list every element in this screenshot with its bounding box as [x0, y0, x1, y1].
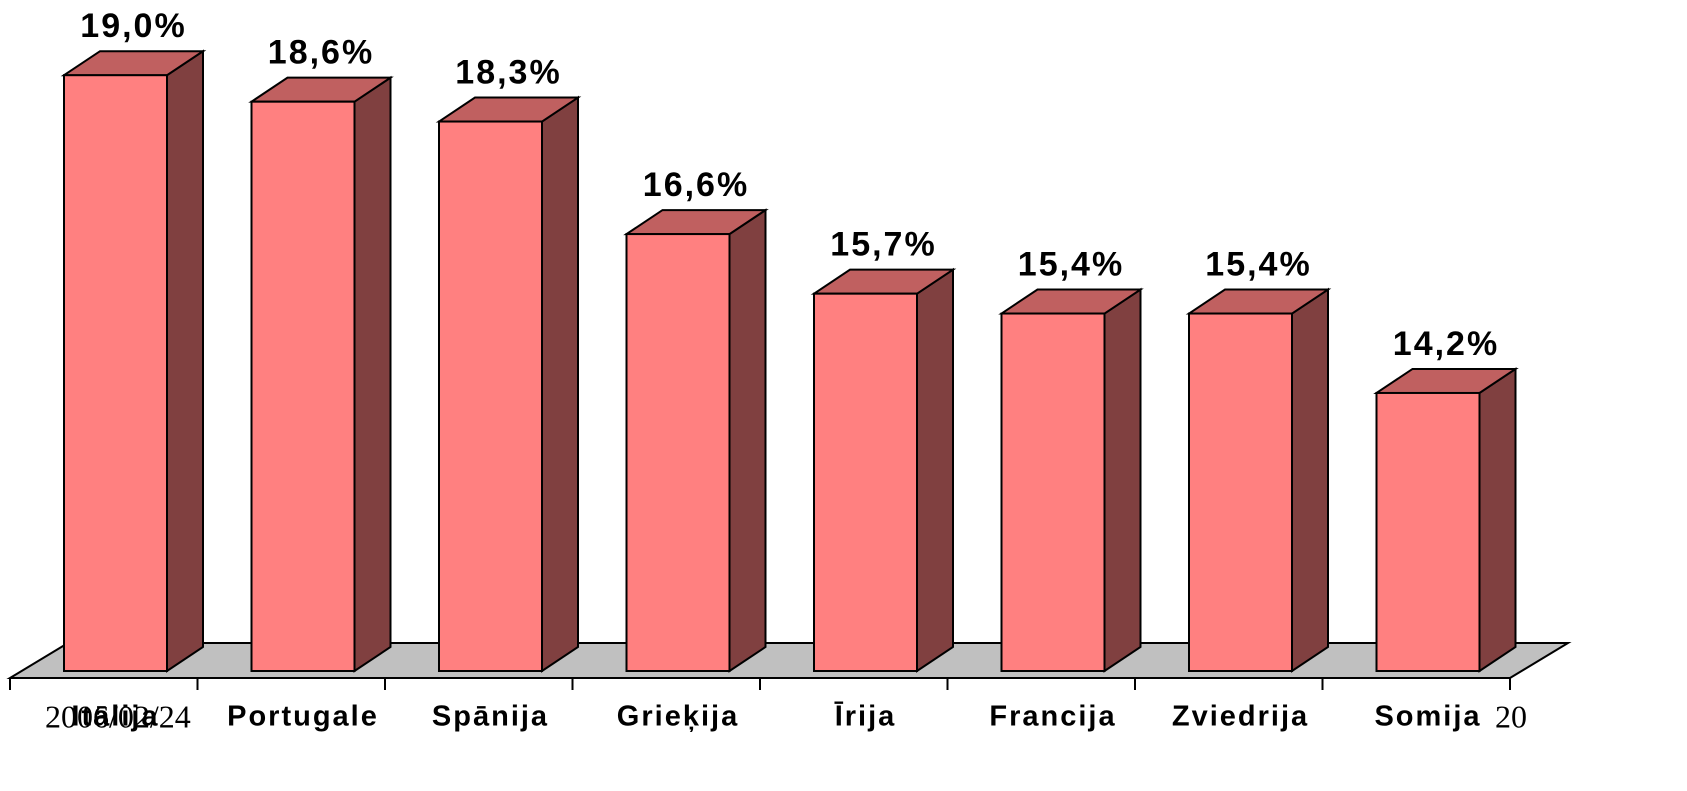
x-tick-label: Grieķija	[617, 701, 739, 733]
bar-side	[1478, 367, 1517, 673]
x-tick-label: Itālija	[71, 701, 159, 733]
bar-side	[1291, 287, 1329, 673]
x-tick-label: Zviedrija	[1172, 701, 1309, 733]
x-tick-label: Spānija	[432, 701, 549, 733]
plot: 19,0% Itālija 18,6% Portugale 18,3% Spānija 16…	[6, 7, 1572, 733]
x-tick-label: Somija	[1374, 701, 1481, 733]
bar	[1375, 391, 1481, 672]
bar	[250, 100, 356, 673]
value-label: 14,2%	[1393, 325, 1499, 363]
footer-date: 2006/02/24	[45, 698, 191, 734]
bar	[813, 292, 918, 672]
bar	[1000, 312, 1106, 672]
x-tick-label: Īrija	[834, 701, 897, 733]
x-tick-label: Portugale	[227, 701, 379, 733]
bar	[1188, 312, 1293, 672]
bar	[63, 74, 168, 672]
bar-side	[1103, 287, 1142, 673]
footer-page: 20	[1495, 698, 1527, 734]
x-tick-label: Francija	[989, 701, 1116, 733]
value-label: 16,6%	[643, 166, 749, 204]
value-label: 15,4%	[1205, 246, 1311, 284]
value-label: 18,3%	[455, 54, 561, 92]
bar-side	[166, 49, 204, 673]
value-label: 18,6%	[268, 34, 374, 72]
floor	[6, 642, 1572, 679]
bar-side	[916, 267, 954, 673]
value-label: 15,4%	[1018, 246, 1124, 284]
bar-side	[353, 75, 392, 673]
value-label: 19,0%	[80, 7, 186, 45]
value-label: 15,7%	[830, 226, 936, 264]
bar-side	[728, 208, 767, 673]
bar-side	[541, 95, 579, 673]
bar	[438, 120, 543, 673]
bar	[625, 233, 731, 673]
